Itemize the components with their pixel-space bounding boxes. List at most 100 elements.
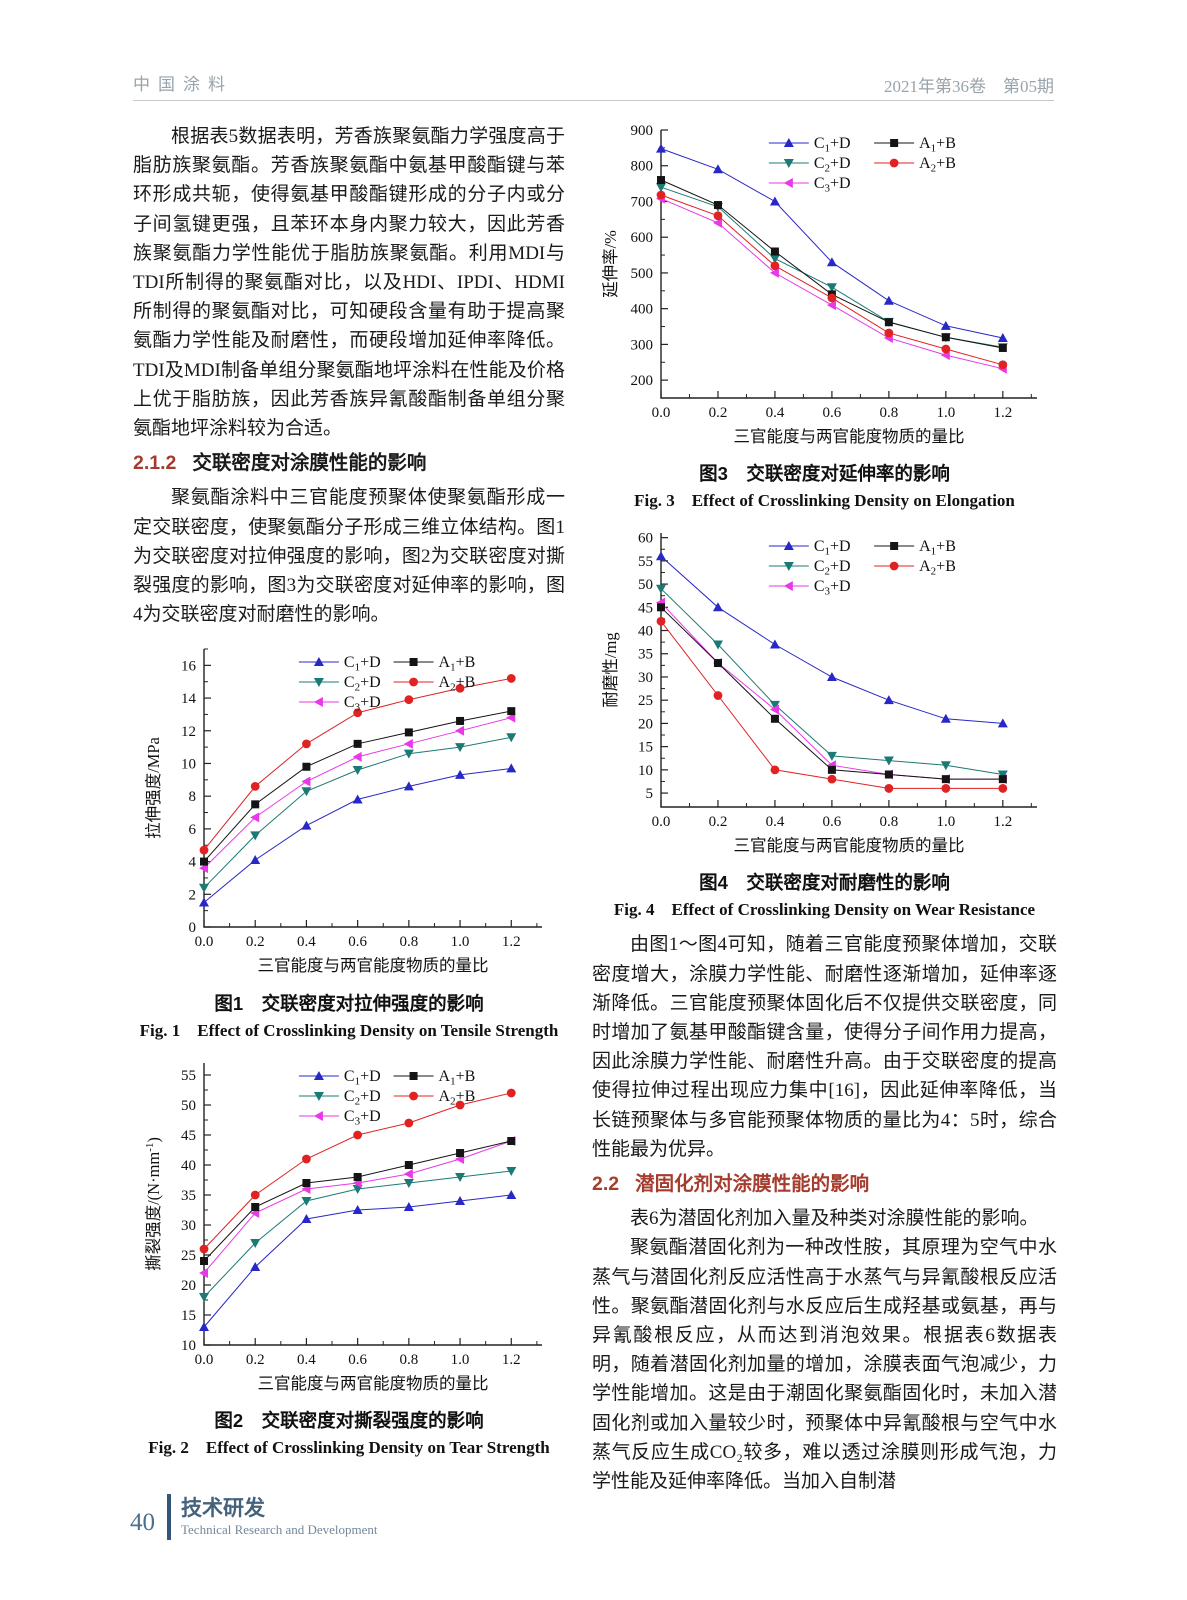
svg-text:20: 20: [638, 717, 653, 733]
svg-text:30: 30: [181, 1218, 196, 1234]
figure-1: 0.0 0.2 0.4 0.6 0.8 1.0 1.2 0 2 4 6 8 10 12 14 16 三官能度与两…: [133, 639, 565, 1042]
svg-text:三官能度与两官能度物质的量比: 三官能度与两官能度物质的量比: [258, 1374, 489, 1393]
svg-text:A2+B: A2+B: [919, 155, 956, 175]
svg-text:C1+D: C1+D: [813, 135, 850, 155]
svg-text:0.0: 0.0: [195, 1352, 214, 1368]
svg-text:14: 14: [181, 692, 197, 708]
svg-text:8: 8: [189, 790, 197, 806]
svg-text:0.4: 0.4: [765, 814, 784, 830]
svg-text:A2+B: A2+B: [439, 1088, 476, 1108]
svg-text:300: 300: [630, 337, 653, 353]
svg-text:45: 45: [181, 1128, 196, 1144]
svg-text:15: 15: [181, 1308, 196, 1324]
section-title: 交联密度对涂膜性能的影响: [192, 452, 427, 475]
svg-text:1.0: 1.0: [451, 934, 470, 950]
svg-text:400: 400: [630, 302, 653, 318]
svg-text:700: 700: [630, 194, 653, 210]
svg-text:C3+D: C3+D: [813, 578, 850, 598]
fig2-caption-en: Fig. 2 Effect of Crosslinking Density on…: [148, 1437, 550, 1457]
section-heading-2-1-2: 2.1.2 交联密度对涂膜性能的影响: [133, 449, 565, 478]
svg-text:0.0: 0.0: [651, 405, 670, 421]
svg-text:C3+D: C3+D: [813, 175, 850, 195]
fig2-caption-cn: 图2 交联密度对撕裂强度的影响: [214, 1409, 484, 1431]
paragraph-aromatic-pu: 根据表5数据表明，芳香族聚氨酯力学强度高于脂肪族聚氨酯。芳香族聚氨酯中氨基甲酸酯…: [133, 126, 565, 440]
svg-text:A1+B: A1+B: [439, 1068, 476, 1088]
svg-text:1.2: 1.2: [502, 934, 521, 950]
fig2-tear-strength-chart: 0.0 0.2 0.4 0.6 0.8 1.0 1.2 10 15 20 25 30 35 40 45 50 5…: [144, 1062, 542, 1393]
fig1-caption-en: Fig. 1 Effect of Crosslinking Density on…: [139, 1020, 559, 1040]
footer-divider-bar: [167, 1494, 171, 1540]
svg-text:35: 35: [638, 647, 653, 663]
svg-text:1.0: 1.0: [936, 405, 955, 421]
section-title: 潜固化剂对涂膜性能的影响: [635, 1173, 870, 1196]
left-column: 根据表5数据表明，芳香族聚氨酯力学强度高于脂肪族聚氨酯。芳香族聚氨酯中氨基甲酸酯…: [133, 122, 565, 1468]
svg-text:0.4: 0.4: [765, 405, 784, 421]
svg-text:40: 40: [181, 1158, 196, 1174]
svg-text:三官能度与两官能度物质的量比: 三官能度与两官能度物质的量比: [258, 956, 489, 975]
svg-text:15: 15: [638, 740, 653, 756]
svg-text:45: 45: [638, 601, 653, 617]
svg-text:0.8: 0.8: [399, 934, 418, 950]
svg-text:0: 0: [189, 920, 197, 936]
section-number: 2.2: [592, 1173, 620, 1196]
svg-text:C1+D: C1+D: [344, 654, 381, 674]
footer-section: 技术研发 Technical Research and Development: [181, 1497, 378, 1538]
svg-text:40: 40: [638, 624, 653, 640]
svg-text:C2+D: C2+D: [813, 155, 850, 175]
svg-text:延伸率/%: 延伸率/%: [601, 230, 620, 298]
svg-text:0.6: 0.6: [348, 934, 367, 950]
svg-text:C2+D: C2+D: [813, 558, 850, 578]
fig4-caption-cn: 图4 交联密度对耐磨性的影响: [699, 872, 950, 894]
svg-text:拉伸强度/MPa: 拉伸强度/MPa: [144, 737, 163, 839]
svg-text:0.2: 0.2: [246, 934, 265, 950]
svg-text:0.8: 0.8: [879, 405, 898, 421]
fig3-elongation-chart: 0.0 0.2 0.4 0.6 0.8 1.0 1.2 200 300 400 500 600 700 8…: [601, 123, 1037, 446]
fig3-caption-cn: 图3 交联密度对延伸率的影响: [699, 463, 950, 485]
svg-text:C2+D: C2+D: [344, 674, 381, 694]
svg-text:16: 16: [181, 659, 197, 675]
fig4-wear-resistance-chart: 0.0 0.2 0.4 0.6 0.8 1.0 1.2 5 10 15 20 25 30 35 40 45 50…: [601, 531, 1037, 855]
svg-text:0.4: 0.4: [297, 1352, 316, 1368]
svg-text:20: 20: [181, 1278, 196, 1294]
section-number: 2.1.2: [133, 452, 177, 475]
svg-text:0.0: 0.0: [651, 814, 670, 830]
journal-name: 中国涂料: [133, 75, 233, 94]
svg-text:12: 12: [181, 724, 196, 740]
header-rule: [133, 100, 1054, 101]
svg-text:30: 30: [638, 670, 653, 686]
fig1-caption-cn: 图1 交联密度对拉伸强度的影响: [214, 992, 484, 1014]
svg-text:50: 50: [638, 577, 653, 593]
svg-text:1.2: 1.2: [502, 1352, 521, 1368]
svg-text:0.6: 0.6: [822, 405, 841, 421]
svg-text:A1+B: A1+B: [919, 135, 956, 155]
svg-text:10: 10: [638, 763, 653, 779]
svg-text:C3+D: C3+D: [344, 1108, 381, 1128]
svg-text:A1+B: A1+B: [919, 538, 956, 558]
fig3-caption-en: Fig. 3 Effect of Crosslinking Density on…: [634, 491, 1015, 511]
paragraph-latent-curing-agent: 聚氨酯潜固化剂为一种改性胺，其原理为空气中水蒸气与潜固化剂反应活性高于水蒸气与异…: [592, 1237, 1057, 1493]
svg-text:三官能度与两官能度物质的量比: 三官能度与两官能度物质的量比: [733, 836, 964, 855]
figure-4: 0.0 0.2 0.4 0.6 0.8 1.0 1.2 5 10 15 20 25 30 35 40 45 50…: [592, 523, 1057, 922]
svg-text:200: 200: [630, 373, 653, 389]
svg-text:0.0: 0.0: [195, 934, 214, 950]
right-column: 0.0 0.2 0.4 0.6 0.8 1.0 1.2 200 300 400 500 600 700 8…: [592, 116, 1057, 1496]
section-heading-2-2: 2.2 潜固化剂对涂膜性能的影响: [592, 1170, 1057, 1199]
svg-text:2: 2: [189, 888, 197, 904]
svg-text:600: 600: [630, 230, 653, 246]
paragraph-figures-discussion: 由图1～图4可知，随着三官能度预聚体增加，交联密度增大，涂膜力学性能、耐磨性逐渐…: [592, 934, 1057, 1160]
paragraph-crosslink-intro: 聚氨酯涂料中三官能度预聚体使聚氨酯形成一定交联密度，使聚氨酯分子形成三维立体结构…: [133, 487, 565, 626]
svg-text:25: 25: [181, 1248, 196, 1264]
svg-text:35: 35: [181, 1188, 196, 1204]
svg-text:0.6: 0.6: [822, 814, 841, 830]
footer-section-cn: 技术研发: [181, 1496, 265, 1520]
svg-text:800: 800: [630, 159, 653, 175]
page-footer: 40 技术研发 Technical Research and Developme…: [130, 1494, 378, 1540]
svg-text:10: 10: [181, 1338, 196, 1354]
svg-text:1.0: 1.0: [451, 1352, 470, 1368]
svg-text:0.2: 0.2: [246, 1352, 265, 1368]
issue-info: 2021年第36卷 第05期: [884, 77, 1054, 96]
fig4-caption-en: Fig. 4 Effect of Crosslinking Density on…: [613, 900, 1036, 920]
footer-section-en: Technical Research and Development: [181, 1521, 378, 1537]
svg-text:50: 50: [181, 1098, 196, 1114]
